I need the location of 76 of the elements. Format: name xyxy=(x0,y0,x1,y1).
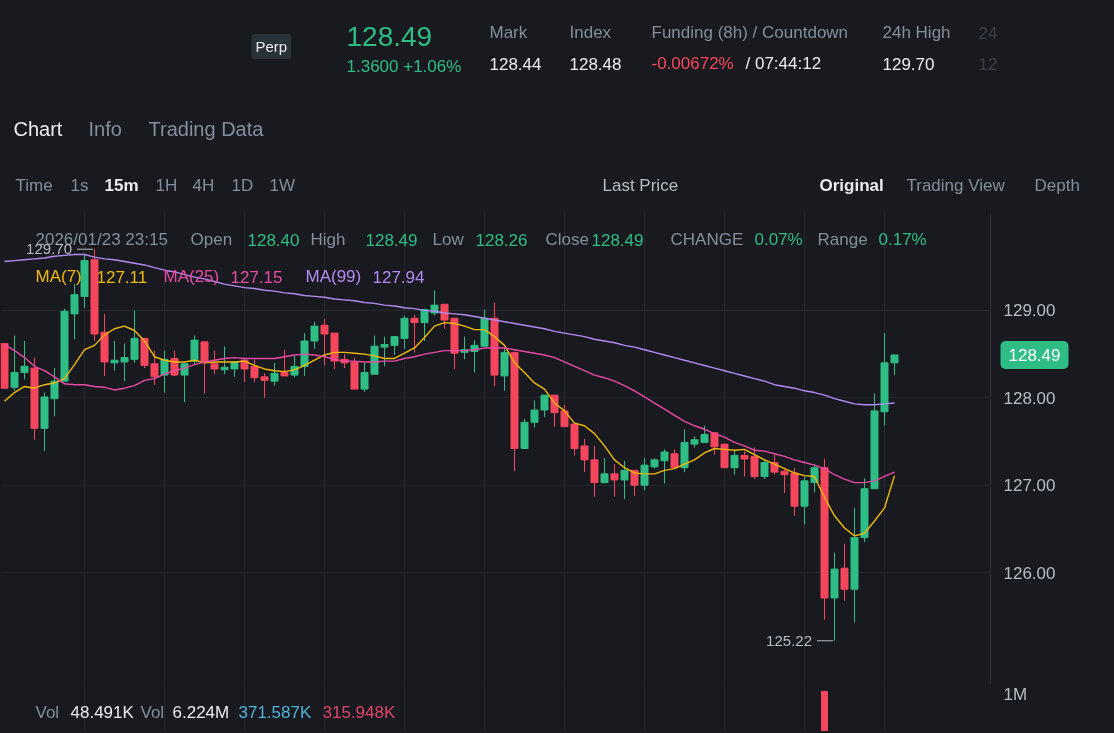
text: -0.00672% xyxy=(651,54,734,73)
candlestick xyxy=(530,399,539,429)
text: Depth xyxy=(1034,176,1080,195)
text: 1D xyxy=(231,176,254,195)
text: Trading Data xyxy=(148,117,265,140)
y-tick-label: 126.00 xyxy=(1003,563,1056,583)
annotation: 127.94 xyxy=(372,267,425,287)
candlestick xyxy=(620,460,629,500)
text: Funding (8h) / Countdown xyxy=(651,23,849,42)
annotation: CHANGE xyxy=(670,230,744,249)
candlestick xyxy=(730,450,739,476)
candlestick xyxy=(200,341,209,394)
text: Time xyxy=(15,176,53,195)
text: Last Price xyxy=(602,176,679,195)
annotation: High xyxy=(310,230,346,249)
candlestick xyxy=(310,321,319,350)
text: 4H xyxy=(192,176,215,195)
series-label: MA(99) xyxy=(305,267,362,286)
candlestick xyxy=(270,362,279,387)
annotation: 125.22 xyxy=(766,631,813,649)
text: Original xyxy=(819,176,884,195)
candlestick xyxy=(500,347,509,392)
candlestick xyxy=(590,445,599,498)
annotation: Vol xyxy=(35,703,60,722)
text: Perp xyxy=(255,38,288,55)
text: 1.3600 +1.06% xyxy=(346,57,462,76)
text: Mark xyxy=(489,23,528,42)
annotation: 128.49 xyxy=(591,230,644,250)
annotation: 48.491K xyxy=(70,703,135,722)
candlestick xyxy=(600,457,609,484)
text: 128.49 xyxy=(1008,345,1061,365)
candlestick xyxy=(410,314,419,353)
text: 128.44 xyxy=(489,54,542,74)
text: 1H xyxy=(155,176,178,195)
text: MA(7) xyxy=(35,267,82,286)
y-tick-label: 127.00 xyxy=(1003,476,1056,496)
annotation: 371.587K xyxy=(238,703,312,722)
annotation: Open xyxy=(190,230,233,249)
annotation: 0.07% xyxy=(754,230,803,249)
candlestick xyxy=(890,354,899,376)
candlestick xyxy=(280,349,289,377)
annotation: 127.15 xyxy=(230,267,283,287)
candlestick xyxy=(840,543,849,602)
y-tick-label: 129.00 xyxy=(1003,301,1056,321)
text: 1W xyxy=(269,176,295,195)
annotation: 128.26 xyxy=(475,230,528,250)
annotation: 6.224M xyxy=(172,703,230,722)
annotation: 128.49 xyxy=(365,230,418,250)
annotation: Low xyxy=(432,230,465,249)
candlestick xyxy=(610,463,619,498)
text: Info xyxy=(88,117,122,140)
text: Index xyxy=(569,23,612,42)
line-series xyxy=(3,253,896,406)
text: 129.70 xyxy=(882,54,935,74)
text: 1s xyxy=(70,176,89,195)
annotation: Close xyxy=(545,230,589,249)
text: 128.49 xyxy=(346,21,433,52)
text: 24h High xyxy=(882,23,951,42)
text: 15m xyxy=(104,176,139,195)
line-series xyxy=(3,343,896,484)
annotation: Vol xyxy=(140,703,165,722)
candlestick xyxy=(670,448,679,469)
y-tick-label: 128.00 xyxy=(1003,388,1056,408)
candlestick xyxy=(190,335,199,366)
annotation: 0.17% xyxy=(878,230,927,249)
candlestick xyxy=(540,394,549,418)
text: / 07:44:12 xyxy=(745,54,822,73)
annotation: 128.40 xyxy=(247,230,300,250)
candlestick xyxy=(760,459,769,480)
candlestick xyxy=(630,469,639,497)
text: Trading View xyxy=(906,176,1006,195)
text: 128.48 xyxy=(569,54,622,74)
annotation: 315.948K xyxy=(322,703,396,722)
text: 1M xyxy=(1003,685,1028,704)
text: Chart xyxy=(13,117,63,140)
annotation: Range xyxy=(817,230,868,249)
